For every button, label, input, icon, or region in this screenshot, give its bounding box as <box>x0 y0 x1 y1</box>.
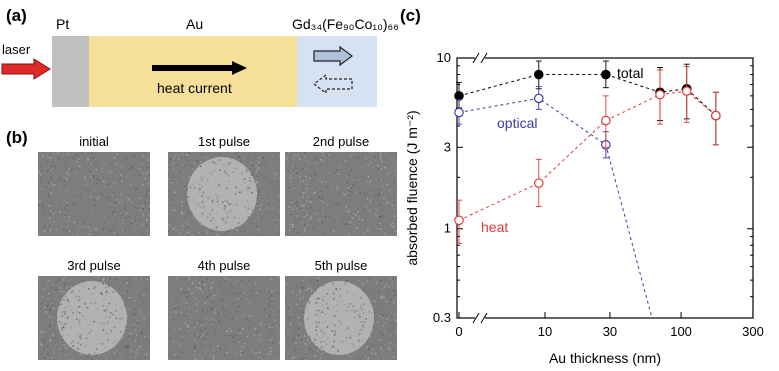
tile-texture <box>38 152 150 236</box>
tile-label-5th-pulse: 5th pulse <box>314 258 368 273</box>
au-layer <box>89 36 297 107</box>
magnetization-right-arrow-icon <box>313 46 353 66</box>
tile-label-1st-pulse: 1st pulse <box>197 134 251 149</box>
panel-a-label: (a) <box>6 6 27 25</box>
x-axis-break-mark <box>472 312 480 324</box>
tile-texture <box>168 152 280 236</box>
data-point-total <box>454 91 464 101</box>
switched-domain <box>304 281 374 355</box>
data-point-heat <box>533 178 544 188</box>
pt-layer <box>52 36 89 107</box>
tile-texture <box>168 276 280 360</box>
tile-label-3rd-pulse: 3rd pulse <box>67 258 121 273</box>
series-label-optical: optical <box>497 115 537 131</box>
data-point-total <box>533 69 544 80</box>
image-tile-4th-pulse <box>168 276 280 360</box>
series-label-heat: heat <box>481 219 508 235</box>
image-tile-2nd-pulse <box>285 152 397 236</box>
panel-c-label: (c) <box>400 6 421 25</box>
series-line-total <box>458 74 717 116</box>
x-tick-label: 0 <box>455 324 462 339</box>
y-tick-label: 1 <box>444 221 451 236</box>
image-tile-1st-pulse <box>168 152 280 236</box>
switched-domain <box>57 281 127 355</box>
data-point-heat <box>655 89 665 100</box>
x-axis-break-gap-top <box>475 54 485 62</box>
data-point-heat <box>711 110 721 121</box>
tile-label-2nd-pulse: 2nd pulse <box>312 134 370 149</box>
y-tick-label: 0.3 <box>433 310 451 325</box>
gdfeco-layer-label: Gd₃₄(Fe₉₀Co₁₀)₆₆ <box>292 16 399 32</box>
data-point-heat <box>601 115 611 126</box>
data-point-heat <box>454 215 464 226</box>
x-tick-label: 10 <box>538 324 552 339</box>
y-tick-label: 3 <box>444 139 451 154</box>
magnetization-left-arrow-icon <box>313 74 353 94</box>
series-line-optical <box>458 97 653 319</box>
heat-current-label: heat current <box>157 80 232 96</box>
heat-current-arrow-icon <box>152 61 247 75</box>
y-tick-label: 10 <box>437 50 451 65</box>
x-tick-label: 100 <box>670 324 692 339</box>
x-axis-break-mark-top <box>472 52 480 64</box>
data-point-heat <box>681 86 692 96</box>
series-line-heat <box>458 90 717 221</box>
x-tick-label: 300 <box>742 324 764 339</box>
x-axis-break-mark-top <box>480 52 488 64</box>
image-tile-initial <box>38 152 150 236</box>
gdfeco-layer <box>297 36 377 107</box>
data-point-optical <box>454 107 464 118</box>
data-point-optical <box>533 93 544 104</box>
tile-texture <box>285 276 397 360</box>
plot-frame <box>456 57 754 319</box>
pt-layer-label: Pt <box>56 16 70 32</box>
series-label-total: total <box>617 65 643 81</box>
x-axis-break-mark <box>480 312 488 324</box>
au-layer-label: Au <box>186 16 204 32</box>
tile-label-4th-pulse: 4th pulse <box>197 258 251 273</box>
image-tile-3rd-pulse <box>38 276 150 360</box>
laser-label: laser <box>2 42 31 57</box>
y-axis-label: absorbed fluence (J m⁻²) <box>404 110 420 265</box>
image-tile-5th-pulse <box>285 276 397 360</box>
tile-texture <box>38 276 150 360</box>
tile-texture <box>285 152 397 236</box>
x-axis-label: Au thickness (nm) <box>549 350 661 366</box>
data-point-total <box>601 69 611 80</box>
x-tick-label: 30 <box>603 324 617 339</box>
panel-b-label: (b) <box>6 128 28 147</box>
x-axis-break-gap <box>475 314 485 322</box>
tile-label-initial: initial <box>79 134 109 149</box>
laser-arrow-icon <box>1 58 51 80</box>
